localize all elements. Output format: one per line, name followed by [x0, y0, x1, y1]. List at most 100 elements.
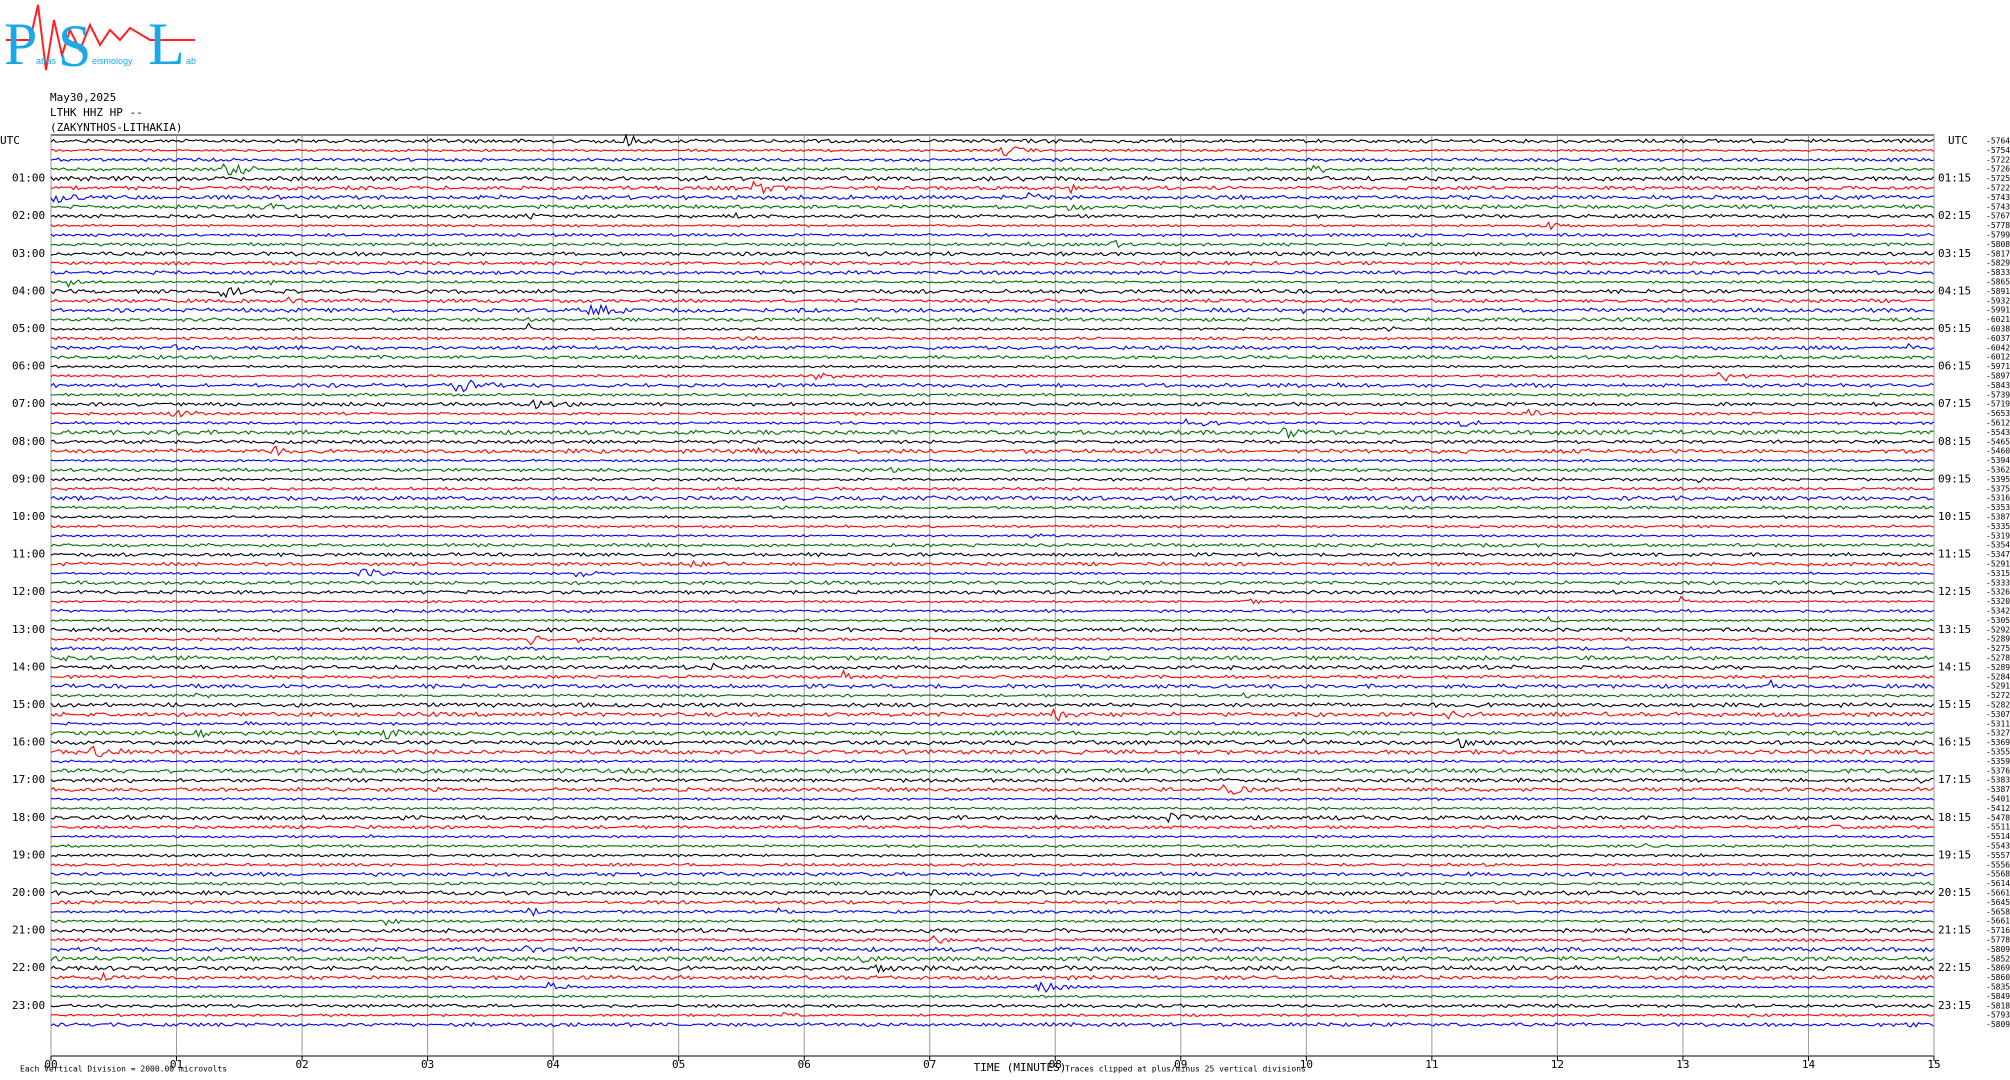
right-time-label: 11:15: [1938, 548, 1971, 561]
trace: [50, 427, 1934, 440]
trace: [50, 853, 1934, 858]
trace: [50, 379, 1934, 393]
offset-label: -5897: [1986, 372, 2010, 381]
scale-note: Each Vertical Division = 2000.00 microvo…: [20, 1065, 227, 1074]
trace: [50, 157, 1934, 163]
offset-label: -5543: [1986, 428, 2010, 437]
offset-label: -5833: [1986, 268, 2010, 277]
trace: [50, 175, 1934, 182]
trace: [50, 899, 1934, 905]
right-time-label: 05:15: [1938, 322, 1971, 335]
trace: [50, 458, 1934, 463]
offset-label: -5809: [1986, 945, 2010, 954]
x-tick-label: 04: [547, 1058, 561, 1071]
left-time-label: 08:00: [12, 435, 45, 448]
offset-label: -5387: [1986, 785, 2010, 794]
trace: [50, 250, 1934, 257]
trace: [50, 881, 1934, 887]
offset-label: -6021: [1986, 315, 2010, 324]
station: LTHK HHZ HP --: [50, 106, 143, 119]
trace: [50, 707, 1934, 723]
trace: [50, 399, 1934, 410]
x-tick-label: 07: [923, 1058, 936, 1071]
offset-label: -6012: [1986, 353, 2010, 362]
logo-wave: [6, 4, 195, 71]
x-tick-label: 14: [1802, 1058, 1816, 1071]
right-time-label: 15:15: [1938, 698, 1971, 711]
trace: [50, 408, 1934, 418]
trace: [50, 211, 1934, 220]
right-time-label: 14:15: [1938, 660, 1971, 673]
right-time-label: 20:15: [1938, 886, 1971, 899]
offset-label: -5289: [1986, 635, 2010, 644]
trace: [50, 635, 1934, 646]
right-time-label: 10:15: [1938, 510, 1971, 523]
offset-label: -5793: [1986, 1011, 2010, 1020]
trace: [50, 589, 1934, 595]
left-time-label: 19:00: [12, 848, 45, 861]
logo-letter: S: [58, 13, 91, 79]
trace: [50, 524, 1934, 529]
offset-label: -5395: [1986, 475, 2010, 484]
trace: [50, 834, 1934, 839]
trace: [50, 994, 1934, 999]
left-time-label: 21:00: [12, 924, 45, 937]
x-tick-label: 02: [295, 1058, 308, 1071]
offset-label: -5818: [1986, 1001, 2010, 1010]
trace: [50, 784, 1934, 795]
offset-label: -6037: [1986, 334, 2010, 343]
trace: [50, 371, 1934, 382]
offset-label: -5316: [1986, 494, 2010, 503]
trace: [50, 239, 1934, 249]
right-time-label: 08:15: [1938, 435, 1971, 448]
trace: [50, 616, 1934, 623]
right-time-label: 19:15: [1938, 848, 1971, 861]
offset-label: -5835: [1986, 983, 2010, 992]
x-tick-label: 13: [1676, 1058, 1689, 1071]
left-time-label: 09:00: [12, 472, 45, 485]
offset-label: -5817: [1986, 249, 2010, 258]
offset-label: -5315: [1986, 569, 2010, 578]
offset-label: -5401: [1986, 795, 2010, 804]
trace: [50, 296, 1934, 304]
trace: [50, 286, 1934, 299]
x-tick-label: 03: [421, 1058, 434, 1071]
offset-label: -5860: [1986, 973, 2010, 982]
trace: [50, 1003, 1934, 1009]
offset-label: -5799: [1986, 231, 2010, 240]
trace: [50, 626, 1934, 633]
trace: [50, 322, 1934, 332]
trace: [50, 963, 1934, 974]
trace: [50, 533, 1934, 539]
clip-note: Traces clipped at plus/minus 25 vertical…: [1065, 1065, 1306, 1074]
trace: [50, 1021, 1934, 1028]
offset-label: -5614: [1986, 879, 2010, 888]
trace: [50, 728, 1934, 740]
trace: [50, 163, 1934, 176]
trace: [50, 514, 1934, 520]
left-time-label: 12:00: [12, 585, 45, 598]
offset-label: -5767: [1986, 212, 2010, 221]
x-tick-label: 01: [170, 1058, 183, 1071]
trace: [50, 824, 1934, 830]
offset-label: -5865: [1986, 278, 2010, 287]
offset-label: -5347: [1986, 550, 2010, 559]
x-tick-label: 11: [1425, 1058, 1438, 1071]
offset-label: -5383: [1986, 776, 2010, 785]
offset-label: -5311: [1986, 719, 2010, 728]
left-time-label: 10:00: [12, 510, 45, 523]
offset-label: -5282: [1986, 701, 2010, 710]
right-time-label: 03:15: [1938, 247, 1971, 260]
trace: [50, 279, 1934, 288]
offset-label: -5557: [1986, 851, 2010, 860]
logo-word: ab: [186, 56, 196, 66]
offset-label: -5514: [1986, 832, 2010, 841]
trace: [50, 445, 1934, 457]
trace: [50, 678, 1934, 690]
x-tick-label: 15: [1927, 1058, 1940, 1071]
logo-letter: P: [4, 11, 37, 77]
logo-word: atras: [36, 56, 57, 66]
trace: [50, 335, 1934, 341]
trace: [50, 862, 1934, 868]
trace: [50, 486, 1934, 492]
